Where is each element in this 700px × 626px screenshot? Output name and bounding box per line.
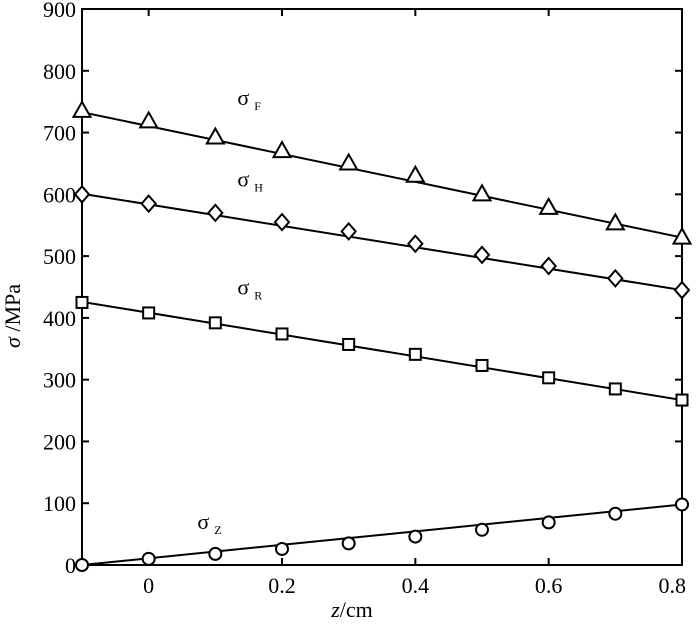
data-point-f [338,152,359,171]
fit-line-f [81,111,683,239]
x-tick-label: 0.6 [535,573,563,598]
data-point-z [208,546,223,561]
y-tick-label: 800 [43,59,76,84]
x-tick-label: 0.2 [268,573,296,598]
data-point-h [607,268,624,288]
data-point-r [342,337,356,351]
data-point-h [273,212,291,232]
data-point-r [675,393,689,407]
x-tick-label: 0 [143,573,154,598]
data-point-f [671,226,693,245]
data-point-z [675,497,689,512]
data-point-z [75,558,89,572]
data-point-h [340,221,357,241]
x-tick-label: 0.4 [402,573,430,598]
y-axis-var: σ [0,336,25,348]
data-point-f [605,212,626,231]
series-label-symbol: σ [237,166,249,191]
plot-frame [81,8,683,566]
y-tick-label: 900 [43,0,76,22]
y-tick-label: 300 [43,368,76,393]
data-point-r [275,327,289,341]
data-point-z [275,541,289,556]
y-axis: 0 100 200 300 400 500 600 700 800 900 [43,0,682,578]
data-point-f [471,183,493,202]
series-label-symbol: σ [237,85,249,110]
y-axis-unit: /MPa [0,284,25,337]
data-point-f [205,126,226,145]
series-label-symbol: σ [197,509,209,534]
series-label-subscript: Z [214,523,221,537]
data-point-r [75,295,89,309]
x-axis-unit: /cm [340,597,373,622]
data-point-h [140,194,157,214]
data-point-r [142,306,156,320]
series-label-symbol: σ [237,274,249,299]
data-point-h [673,280,691,300]
fit-line-h [81,192,683,292]
y-tick-label: 500 [43,244,76,269]
data-point-r [475,358,489,372]
data-point-h [207,203,224,223]
x-axis-var: z [330,597,340,622]
y-tick-label: 400 [43,306,76,331]
fit-line-r [81,300,683,402]
data-point-f [405,164,426,183]
y-tick-label: 100 [43,491,76,516]
y-tick-label: 700 [43,121,76,146]
fit-line-z [81,503,683,566]
data-point-z [475,522,489,537]
series-label-subscript: F [254,99,261,113]
data-point-f [71,99,93,118]
y-tick-label: 600 [43,182,76,207]
data-point-r [542,371,556,385]
data-point-z [408,529,423,544]
y-axis-title: σ /MPa [0,284,25,348]
x-axis: 0 0.2 0.4 0.6 0.8 [143,9,686,598]
data-point-f [138,110,159,129]
x-tick-label: 0.8 [659,573,687,598]
y-tick-label: 0 [65,553,76,578]
series-label-subscript: R [254,288,262,302]
data-point-h [407,234,424,254]
series-group: σ Fσ Hσ Rσ Z [71,85,693,572]
data-point-z [541,515,556,530]
data-point-f [538,196,559,215]
data-point-h [73,184,91,204]
data-point-z [141,551,156,566]
data-point-r [208,316,222,330]
data-point-r [608,382,622,396]
x-axis-title: z/cm [330,597,373,622]
y-tick-label: 200 [43,429,76,454]
data-point-r [408,347,422,361]
series-label-subscript: H [254,180,263,194]
data-point-z [608,506,623,521]
data-point-h [540,256,557,276]
data-point-h [473,245,491,265]
data-point-f [271,140,293,159]
data-point-z [341,536,356,551]
